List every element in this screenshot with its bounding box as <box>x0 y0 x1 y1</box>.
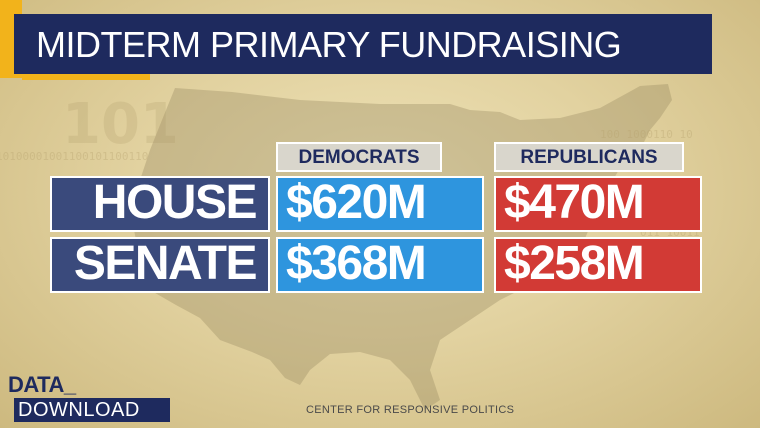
cell-value: $620M <box>286 176 427 229</box>
source-credit: CENTER FOR RESPONSIVE POLITICS <box>306 404 515 416</box>
binary-decoration: 101 <box>62 92 179 157</box>
logo-data: DATA_ <box>8 372 76 397</box>
title-banner <box>14 14 712 74</box>
binary-decoration: 100 1000110 10 <box>600 128 693 141</box>
column-header-democrats: DEMOCRATS <box>276 142 442 172</box>
cell-value: $470M <box>504 176 645 229</box>
binary-decoration: 10100001001100101100110 <box>0 150 149 163</box>
cell-senate-republicans: $258M <box>494 237 702 293</box>
cell-value: $368M <box>286 237 427 290</box>
cell-senate-democrats: $368M <box>276 237 484 293</box>
cell-value: $258M <box>504 237 645 290</box>
row-label-senate: SENATE <box>50 237 270 293</box>
cell-house-democrats: $620M <box>276 176 484 232</box>
column-header-label: DEMOCRATS <box>298 147 420 168</box>
logo-bar <box>14 398 170 422</box>
page-title: MIDTERM PRIMARY FUNDRAISING <box>36 24 622 65</box>
column-header-republicans: REPUBLICANS <box>494 142 684 172</box>
cell-house-republicans: $470M <box>494 176 702 232</box>
column-header-label: REPUBLICANS <box>520 147 658 168</box>
row-label-text: SENATE <box>73 237 258 290</box>
logo-download: DOWNLOAD <box>18 399 140 421</box>
accent-underline <box>22 74 150 80</box>
row-label-house: HOUSE <box>50 176 270 232</box>
row-label-text: HOUSE <box>92 176 258 229</box>
